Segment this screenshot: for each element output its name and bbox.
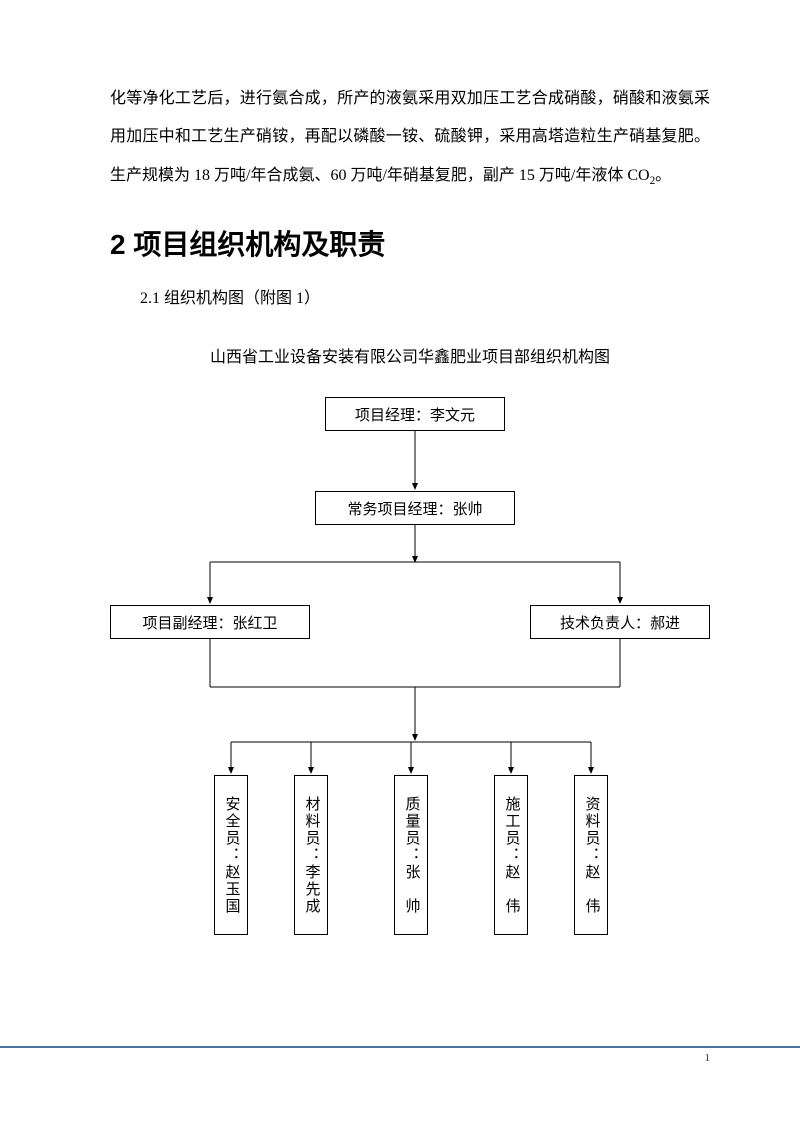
subsection-heading: 2.1 组织机构图（附图 1） [140,283,710,315]
org-node-deputy-pm: 项目副经理：张红卫 [110,605,310,639]
org-node-quality: 质量员：张 帅 [394,775,428,935]
org-chart-title: 山西省工业设备安装有限公司华鑫肥业项目部组织机构图 [110,343,710,367]
intro-paragraph: 化等净化工艺后，进行氨合成，所产的液氨采用双加压工艺合成硝酸，硝酸和液氨采用加压… [110,80,710,195]
para-pre: 化等净化工艺后，进行氨合成，所产的液氨采用双加压工艺合成硝酸，硝酸和液氨采用加压… [110,90,710,184]
page-number: 1 [705,1052,711,1064]
org-node-tech-lead: 技术负责人：郝进 [530,605,710,639]
org-node-documentation: 资料员：赵 伟 [574,775,608,935]
org-node-materials: 材料员：李先成 [294,775,328,935]
org-chart: 项目经理：李文元 常务项目经理：张帅 项目副经理：张红卫 技术负责人：郝进 安全… [110,397,710,957]
org-node-construction: 施工员：赵 伟 [494,775,528,935]
org-node-executive-pm: 常务项目经理：张帅 [315,491,515,525]
page-footer-rule [0,1045,800,1049]
section-heading: 2 项目组织机构及职责 [110,223,710,263]
para-post: 。 [655,167,671,184]
org-node-project-manager: 项目经理：李文元 [325,397,505,431]
org-node-safety: 安全员：赵玉国 [214,775,248,935]
